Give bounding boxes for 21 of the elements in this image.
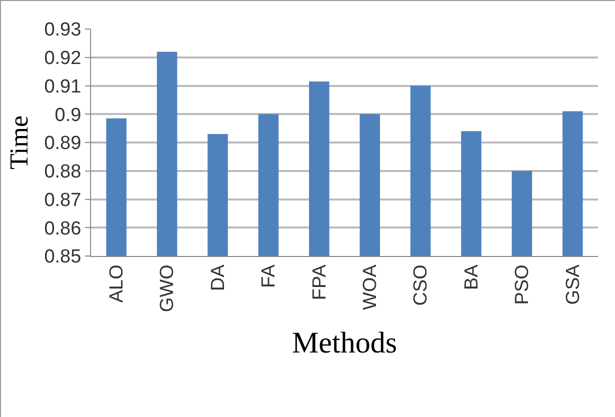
x-tick-label: WOA [360, 264, 382, 310]
y-tick-label: 0.89 [44, 133, 82, 154]
x-tick-label: PSO [512, 264, 534, 305]
x-tick-label: FA [258, 264, 280, 288]
y-axis-title: Time [4, 116, 34, 170]
y-tick-label: 0.92 [44, 48, 82, 70]
x-tick-label: DA [208, 264, 229, 292]
x-tick-label: ALO [106, 264, 128, 303]
x-axis-title: Methods [292, 326, 397, 360]
y-tick-label: 0.88 [44, 162, 82, 183]
y-tick-label: 0.85 [44, 246, 82, 268]
x-tick-label: GWO [157, 264, 178, 312]
x-tick-label: FPA [309, 264, 330, 300]
y-tick-label: 0.9 [54, 104, 82, 126]
y-tick-label: 0.87 [44, 190, 82, 211]
y-tick-label: 0.91 [44, 76, 82, 98]
y-tick-label: 0.93 [44, 20, 82, 41]
x-tick-label: GSA [562, 264, 584, 305]
x-tick-label: BA [461, 264, 482, 290]
y-tick-label: 0.86 [44, 218, 82, 240]
x-tick-label: CSO [410, 264, 432, 306]
